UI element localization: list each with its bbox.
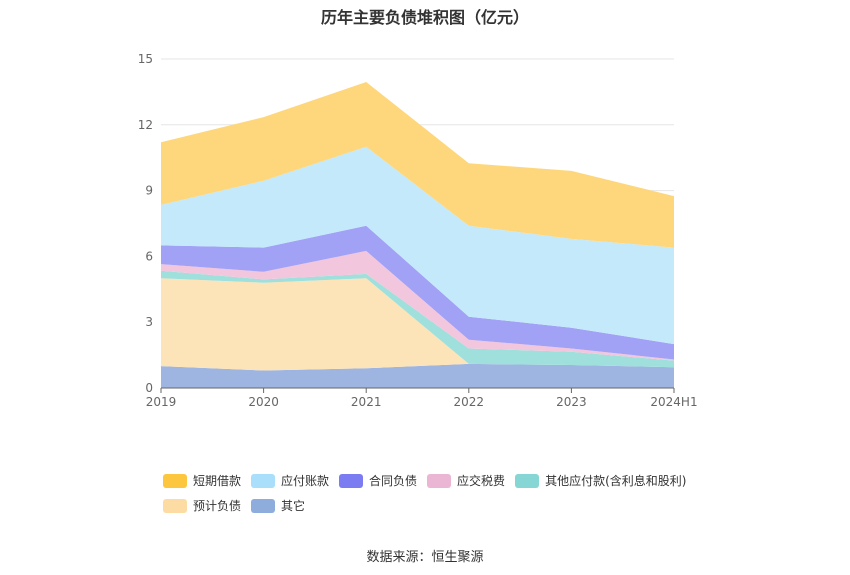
x-tick-label: 2020 [248, 395, 279, 409]
x-tick-label: 2021 [351, 395, 382, 409]
data-source-note: 数据来源：恒生聚源 [366, 550, 484, 565]
legend-swatch [163, 473, 187, 488]
legend-label: 合同负债 [369, 474, 418, 488]
area-短期借款 [161, 82, 674, 248]
legend: 短期借款 应付账款 合同负债 应交税费 其他应付款(含利息和股利) 预计负债 其它 [163, 472, 723, 522]
legend-label: 预计负债 [193, 499, 242, 513]
legend-label: 应付账款 [281, 474, 330, 488]
x-tick-label: 2022 [454, 395, 485, 409]
y-tick-label: 12 [138, 118, 153, 132]
legend-swatch [515, 473, 540, 488]
legend-swatch [251, 473, 276, 488]
legend-label: 应交税费 [457, 474, 506, 488]
legend-swatch [427, 473, 452, 488]
y-tick-label: 0 [145, 381, 153, 395]
legend-swatch [163, 498, 187, 513]
legend-label: 其他应付款(含利息和股利) [545, 474, 687, 488]
area-其他应付款(含利息和股利) [161, 270, 674, 368]
area-series-group [161, 82, 674, 388]
legend-swatch [339, 473, 364, 488]
axes: 0 3 6 9 12 15 2019 2020 2021 2022 2023 2024H1 [138, 52, 698, 409]
legend-swatch [251, 498, 276, 513]
x-tick-label: 2019 [146, 395, 177, 409]
legend-item[interactable]: 其它 [251, 497, 305, 514]
area-应交税费 [161, 250, 674, 361]
legend-item[interactable]: 短期借款 [163, 472, 241, 489]
x-tick-label: 2024H1 [650, 395, 697, 409]
legend-label: 短期借款 [193, 474, 242, 488]
y-tick-label: 3 [145, 315, 153, 329]
y-tick-label: 6 [145, 249, 153, 263]
y-tick-label: 9 [145, 184, 153, 198]
stacked-area-chart: 0 3 6 9 12 15 2019 2020 2021 2022 2023 2024H1 [138, 52, 698, 409]
area-其它 [161, 363, 674, 388]
legend-item[interactable]: 应付账款 [251, 472, 329, 489]
chart-title: 历年主要负债堆积图（亿元） [320, 8, 529, 27]
area-合同负债 [161, 225, 674, 360]
y-tick-label: 15 [138, 52, 153, 66]
legend-item[interactable]: 合同负债 [339, 472, 417, 489]
area-预计负债 [161, 278, 674, 371]
legend-label: 其它 [281, 499, 306, 513]
legend-item[interactable]: 预计负债 [163, 497, 241, 514]
legend-item[interactable]: 其他应付款(含利息和股利) [515, 472, 686, 489]
area-应付账款 [161, 146, 674, 345]
x-tick-label: 2023 [556, 395, 587, 409]
legend-item[interactable]: 应交税费 [427, 472, 505, 489]
